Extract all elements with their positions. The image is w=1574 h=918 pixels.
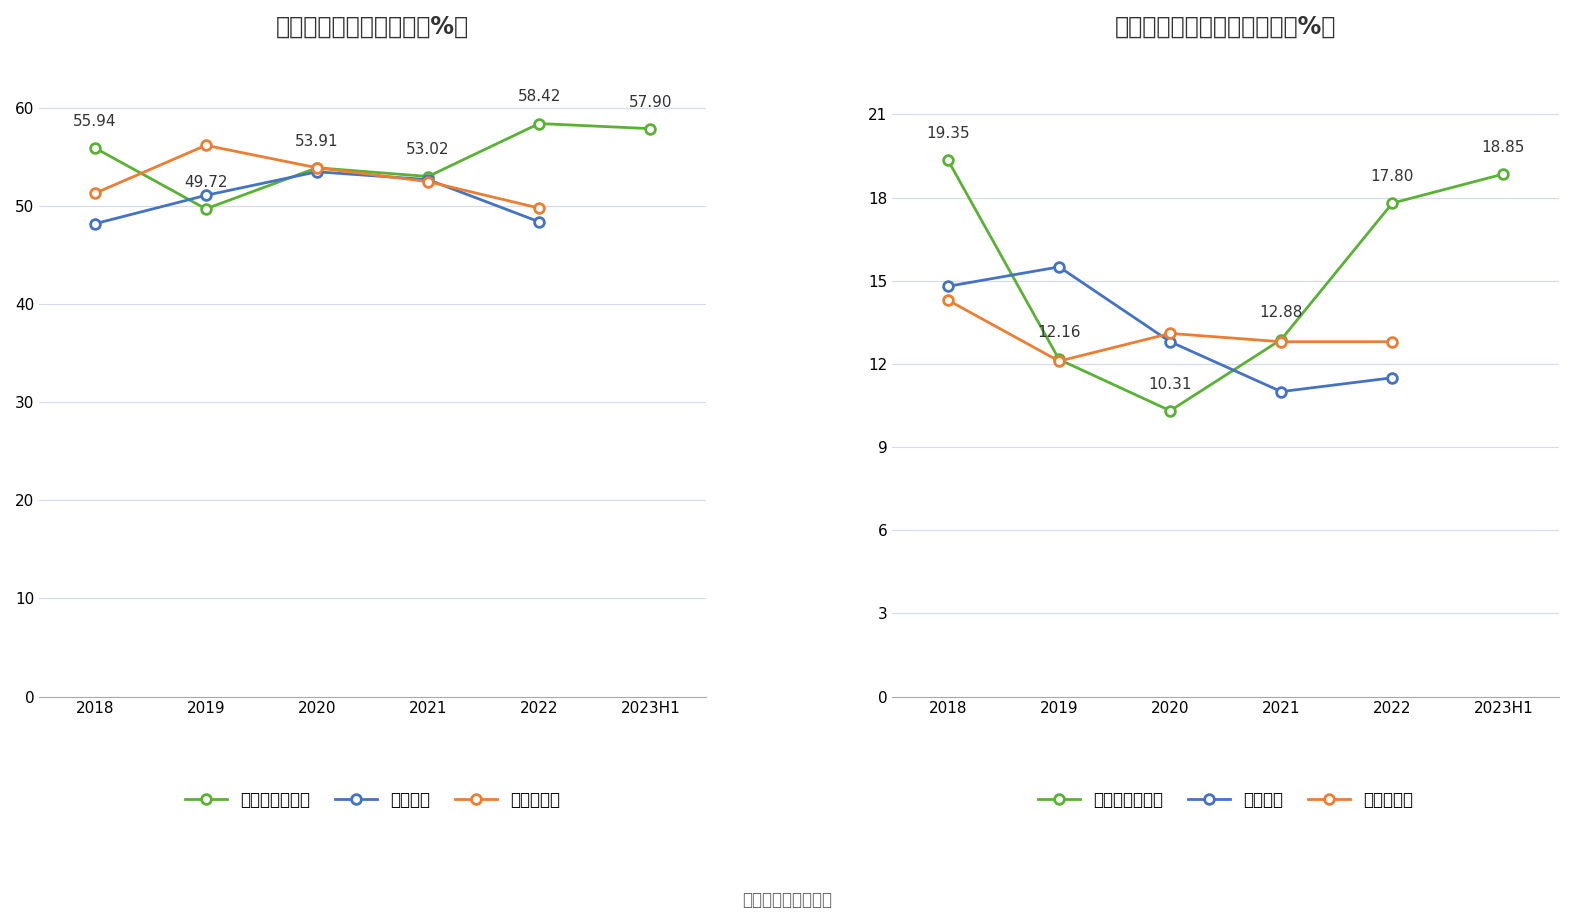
Title: 近年来有息资产负债率情况（%）: 近年来有息资产负债率情况（%）	[1114, 15, 1336, 39]
Line: 行业中位数: 行业中位数	[943, 296, 1398, 366]
行业均値	[1050, 262, 1069, 273]
行业均値	[85, 218, 104, 230]
Line: 公司资产负债率: 公司资产负债率	[90, 118, 655, 214]
行业均値	[1160, 336, 1179, 347]
Legend: 有息资产负债率, 行业均値, 行业中位数: 有息资产负债率, 行业均値, 行业中位数	[1031, 784, 1420, 816]
有息资产负债率	[1384, 197, 1402, 208]
行业均値	[530, 217, 549, 228]
Text: 17.80: 17.80	[1371, 169, 1413, 184]
Line: 有息资产负债率: 有息资产负债率	[943, 155, 1508, 416]
Text: 58.42: 58.42	[518, 89, 560, 105]
行业均値	[938, 281, 957, 292]
Text: 53.91: 53.91	[296, 134, 338, 149]
行业中位数	[85, 188, 104, 199]
行业中位数	[419, 176, 438, 187]
行业均値	[1272, 386, 1291, 397]
Text: 55.94: 55.94	[72, 114, 116, 129]
Title: 近年来资产负债率情况（%）: 近年来资产负债率情况（%）	[275, 15, 469, 39]
Text: 57.90: 57.90	[628, 95, 672, 109]
行业均値	[197, 190, 216, 201]
行业中位数	[1272, 336, 1291, 347]
Text: 53.02: 53.02	[406, 142, 450, 157]
Text: 10.31: 10.31	[1149, 376, 1192, 392]
Text: 12.16: 12.16	[1037, 325, 1081, 341]
Text: 18.85: 18.85	[1481, 140, 1525, 155]
行业均値	[307, 166, 326, 177]
行业均値	[419, 174, 438, 185]
Line: 行业中位数: 行业中位数	[90, 140, 545, 213]
行业均値	[1384, 373, 1402, 384]
行业中位数	[1160, 328, 1179, 339]
有息资产负债率	[1160, 405, 1179, 416]
Text: 19.35: 19.35	[926, 126, 970, 141]
有息资产负债率	[1272, 334, 1291, 345]
公司资产负债率	[197, 204, 216, 215]
Text: 数据来源：恒生聚源: 数据来源：恒生聚源	[741, 890, 833, 909]
行业中位数	[197, 140, 216, 151]
Legend: 公司资产负债率, 行业均値, 行业中位数: 公司资产负债率, 行业均値, 行业中位数	[178, 784, 567, 816]
公司资产负债率	[641, 123, 660, 134]
Line: 行业均値: 行业均値	[90, 167, 545, 229]
行业中位数	[1384, 336, 1402, 347]
行业中位数	[1050, 355, 1069, 366]
Text: 12.88: 12.88	[1259, 306, 1303, 320]
行业中位数	[530, 203, 549, 214]
公司资产负债率	[530, 118, 549, 129]
有息资产负债率	[938, 154, 957, 165]
有息资产负债率	[1050, 354, 1069, 365]
公司资产负债率	[419, 171, 438, 182]
公司资产负债率	[85, 142, 104, 153]
行业中位数	[307, 162, 326, 174]
Text: 49.72: 49.72	[184, 174, 228, 190]
Line: 行业均値: 行业均値	[943, 262, 1398, 397]
公司资产负债率	[307, 162, 326, 174]
行业中位数	[938, 295, 957, 306]
有息资产负债率	[1494, 169, 1513, 180]
